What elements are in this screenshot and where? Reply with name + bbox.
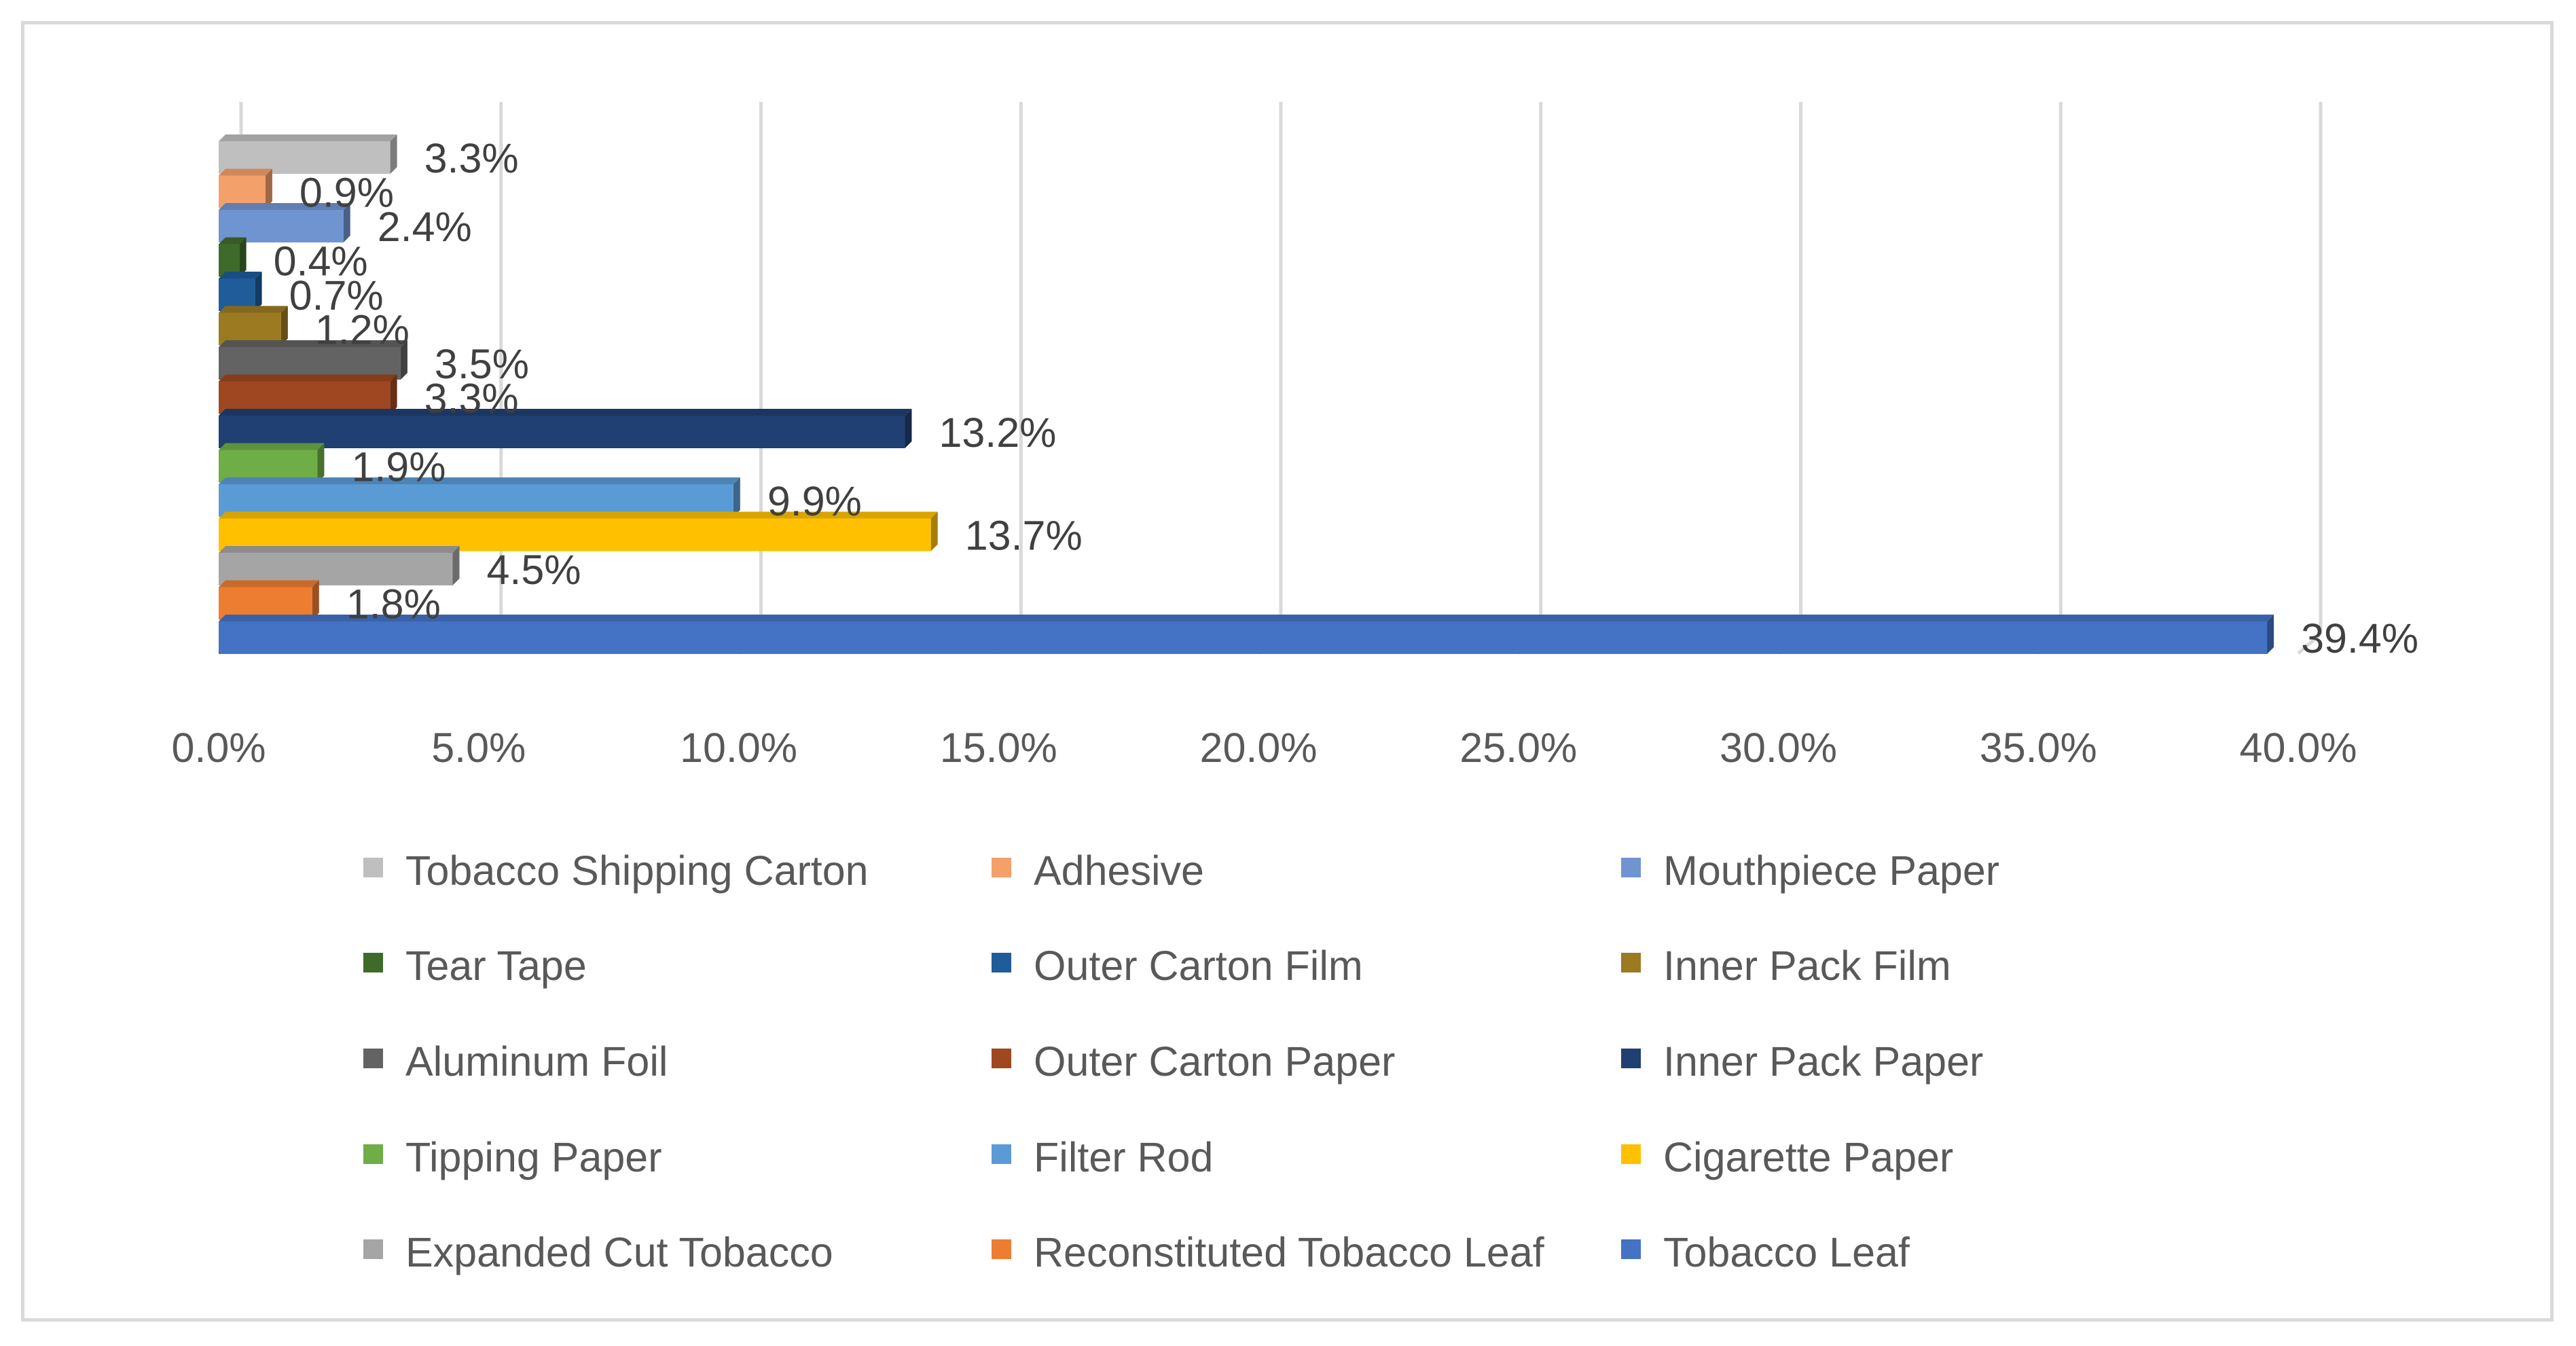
- bar-outer-carton-paper: [219, 374, 397, 414]
- x-tick-label: 30.0%: [1720, 725, 1837, 771]
- legend-item: Aluminum Foil: [363, 1038, 668, 1085]
- bars: [219, 134, 2274, 654]
- legend-label: Tipping Paper: [405, 1134, 662, 1180]
- legend-label: Cigarette Paper: [1663, 1134, 1953, 1180]
- legend-swatch: [363, 953, 383, 972]
- x-tick-label: 0.0%: [171, 725, 266, 771]
- legend-label: Filter Rod: [1034, 1134, 1213, 1180]
- legend-item: Filter Rod: [992, 1134, 1213, 1180]
- legend-swatch: [1621, 1049, 1641, 1068]
- bar-reconstituted-tobacco-leaf: [219, 580, 319, 620]
- legend-swatch: [1621, 953, 1641, 972]
- data-label: 3.3%: [424, 135, 519, 181]
- data-label: 0.7%: [289, 272, 384, 319]
- legend-label: Mouthpiece Paper: [1663, 848, 1999, 894]
- data-label: 1.8%: [346, 581, 441, 627]
- data-label: 3.3%: [424, 376, 519, 422]
- bar-tobacco-shipping-carton: [219, 134, 397, 174]
- bar-tipping-paper: [219, 443, 325, 483]
- x-tick-label: 25.0%: [1459, 725, 1577, 771]
- x-tick-label: 40.0%: [2240, 725, 2357, 771]
- legend-label: Tobacco Shipping Carton: [405, 848, 869, 894]
- legend-swatch: [363, 1239, 383, 1259]
- legend-swatch: [1621, 1144, 1641, 1164]
- legend-item: Tear Tape: [363, 943, 587, 989]
- x-tick-label: 5.0%: [431, 725, 526, 771]
- bar-aluminum-foil: [219, 340, 407, 380]
- data-label: 1.2%: [315, 307, 410, 353]
- data-label: 39.4%: [2301, 615, 2418, 661]
- data-label: 1.9%: [351, 444, 446, 490]
- x-tick-label: 10.0%: [680, 725, 797, 771]
- legend-item: Tobacco Leaf: [1621, 1229, 1910, 1275]
- legend-item: Tipping Paper: [363, 1134, 662, 1180]
- legend-label: Inner Pack Paper: [1663, 1038, 1983, 1085]
- bar-inner-pack-paper: [219, 409, 912, 448]
- legend-swatch: [992, 1144, 1011, 1164]
- legend-item: Outer Carton Paper: [992, 1038, 1395, 1085]
- data-label: 13.7%: [965, 513, 1083, 559]
- legend-item: Reconstituted Tobacco Leaf: [992, 1229, 1545, 1275]
- legend-label: Outer Carton Film: [1034, 943, 1363, 989]
- bar-mouthpiece-paper: [219, 203, 350, 242]
- bar-filter-rod: [219, 477, 740, 517]
- legend-label: Tobacco Leaf: [1663, 1229, 1910, 1275]
- bar-adhesive: [219, 168, 272, 208]
- bar-tear-tape: [219, 237, 247, 277]
- legend-swatch: [363, 1049, 383, 1068]
- data-label: 9.9%: [767, 478, 862, 524]
- legend-swatch: [363, 1144, 383, 1164]
- legend-swatch: [1621, 1239, 1641, 1259]
- legend-label: Outer Carton Paper: [1034, 1038, 1395, 1085]
- legend-item: Inner Pack Paper: [1621, 1038, 1983, 1085]
- legend-item: Inner Pack Film: [1621, 943, 1951, 989]
- legend: Tobacco Shipping Carton Adhesive Mouthpiec…: [363, 848, 1999, 1275]
- data-label: 0.4%: [274, 238, 368, 285]
- data-labels: 3.3%0.9%2.4%0.4%0.7%1.2%3.5%3.3%13.2%1.9…: [274, 135, 2418, 661]
- legend-label: Adhesive: [1034, 848, 1204, 894]
- legend-item: Mouthpiece Paper: [1621, 848, 1999, 894]
- x-axis: 0.0% 5.0% 10.0% 15.0% 20.0% 25.0% 30.0% 35.0% 40…: [171, 633, 2357, 771]
- data-label: 13.2%: [939, 410, 1056, 456]
- x-tick-label: 20.0%: [1200, 725, 1318, 771]
- legend-item: Adhesive: [992, 848, 1204, 894]
- data-label: 2.4%: [378, 204, 472, 250]
- legend-swatch: [992, 1239, 1011, 1259]
- legend-item: Outer Carton Film: [992, 943, 1363, 989]
- legend-item: Expanded Cut Tobacco: [363, 1229, 833, 1275]
- x-tick-label: 35.0%: [1980, 725, 2097, 771]
- legend-swatch: [992, 953, 1011, 972]
- legend-item: Tobacco Shipping Carton: [363, 848, 869, 894]
- legend-label: Tear Tape: [405, 943, 587, 989]
- floor-gridline: [2297, 633, 2322, 655]
- data-label: 4.5%: [486, 547, 581, 593]
- legend-label: Expanded Cut Tobacco: [405, 1229, 833, 1275]
- bar-inner-pack-film: [219, 306, 288, 346]
- legend-item: Cigarette Paper: [1621, 1134, 1953, 1180]
- data-label: 3.5%: [435, 341, 529, 387]
- bar-outer-carton-film: [219, 272, 262, 311]
- chart-frame: [21, 21, 2554, 1322]
- data-label: 0.9%: [300, 170, 394, 216]
- bar-cigarette-paper: [219, 511, 938, 551]
- bar-tobacco-leaf: [219, 615, 2274, 654]
- legend-label: Aluminum Foil: [405, 1038, 668, 1085]
- legend-swatch: [1621, 858, 1641, 877]
- legend-swatch: [992, 1049, 1011, 1068]
- legend-swatch: [363, 858, 383, 877]
- legend-label: Inner Pack Film: [1663, 943, 1951, 989]
- bar-expanded-cut-tobacco: [219, 546, 460, 585]
- legend-swatch: [992, 858, 1011, 877]
- legend-label: Reconstituted Tobacco Leaf: [1034, 1229, 1545, 1275]
- x-tick-label: 15.0%: [940, 725, 1057, 771]
